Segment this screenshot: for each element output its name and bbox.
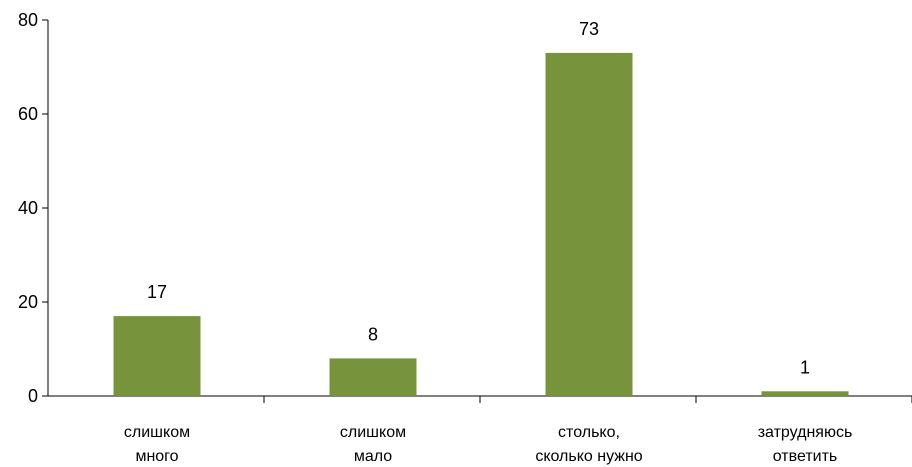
category-label: затрудняюсь ответить <box>758 424 853 465</box>
y-tick-label: 80 <box>18 10 38 30</box>
category-label-line: слишком <box>124 424 190 441</box>
category-label-line: много <box>135 448 178 465</box>
category-label-line: ответить <box>773 448 838 465</box>
data-label: 8 <box>368 324 378 344</box>
y-tick-label: 40 <box>18 198 38 218</box>
category-label-line: столько, <box>558 424 620 441</box>
category-label-line: мало <box>354 448 392 465</box>
category-label-line: сколько нужно <box>535 448 642 465</box>
category-label-line: слишком <box>340 424 406 441</box>
category-label: столько, сколько нужно <box>535 424 642 465</box>
category-label-line: затрудняюсь <box>758 424 853 441</box>
x-axis <box>48 395 912 403</box>
bar <box>113 316 201 396</box>
y-tick-label: 20 <box>18 292 38 312</box>
bar <box>545 52 633 397</box>
y-axis: 0 20 40 60 80 <box>18 10 49 406</box>
data-label: 17 <box>147 282 167 302</box>
category-labels: слишком много слишком мало столько, сколько н… <box>124 424 852 465</box>
bar <box>329 358 417 396</box>
data-labels: 17 8 73 1 <box>147 19 810 377</box>
bar <box>761 391 849 396</box>
category-label: слишком мало <box>340 424 406 465</box>
y-tick-label: 0 <box>28 386 38 406</box>
data-label: 73 <box>579 19 599 39</box>
y-tick-label: 60 <box>18 104 38 124</box>
bars <box>113 52 849 397</box>
category-label: слишком много <box>124 424 190 465</box>
data-label: 1 <box>800 357 810 377</box>
